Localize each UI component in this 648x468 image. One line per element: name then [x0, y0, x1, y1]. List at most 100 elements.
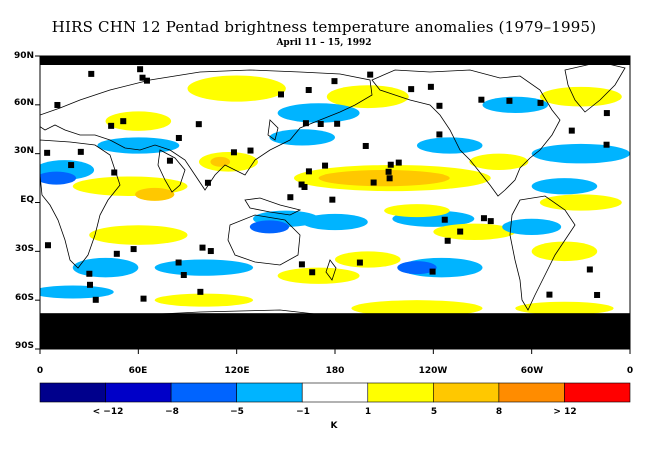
- missing-data-cell: [457, 228, 464, 235]
- missing-data-cell: [387, 161, 394, 168]
- colorbar-swatch: [105, 382, 172, 403]
- coastline-new-zealand: [325, 259, 337, 281]
- coastline-eurasia: [40, 69, 373, 191]
- colorbar-swatch: [564, 382, 631, 403]
- missing-data-cell: [408, 86, 415, 93]
- lat-label-60s: 60S: [14, 293, 34, 303]
- anomaly-field: [40, 75, 630, 317]
- anomaly-region: [40, 171, 77, 185]
- colorbar-swatch: [433, 382, 500, 403]
- colorbar: [39, 382, 631, 403]
- missing-data-cell: [603, 141, 610, 148]
- anomaly-region: [531, 178, 598, 195]
- coastline-south-america: [509, 195, 576, 311]
- missing-data-cell: [478, 96, 485, 103]
- missing-data-cell: [86, 281, 93, 288]
- anomaly-region: [397, 261, 437, 275]
- anomaly-region: [531, 241, 598, 262]
- coastline-india: [157, 149, 186, 193]
- missing-data-cell: [197, 288, 204, 295]
- anomaly-region: [154, 293, 254, 307]
- missing-data-cell: [329, 196, 336, 203]
- missing-data-cell: [386, 175, 393, 182]
- missing-data-cell: [108, 122, 115, 129]
- missing-data-cell: [175, 134, 182, 141]
- missing-data-layer: [40, 56, 630, 349]
- missing-data-cell: [362, 142, 369, 149]
- missing-data-cell: [334, 120, 341, 127]
- missing-data-cell: [436, 102, 443, 109]
- anomaly-region: [105, 111, 172, 131]
- colorbar-label-m1: −1: [296, 407, 310, 417]
- anomaly-region: [210, 156, 231, 167]
- colorbar-swatch: [301, 382, 369, 403]
- anomaly-region: [269, 129, 335, 146]
- map-axis-ticks: [35, 55, 631, 354]
- missing-data-cell: [77, 148, 84, 155]
- missing-data-cell: [429, 268, 436, 275]
- anomaly-region: [539, 86, 622, 107]
- map-plot-area: [40, 56, 630, 349]
- missing-data-cell: [54, 101, 61, 108]
- lat-label-60n: 60N: [13, 98, 34, 108]
- missing-data-cell: [175, 259, 182, 266]
- missing-data-cell: [180, 272, 187, 279]
- missing-data-arctic: [40, 56, 630, 65]
- colorbar-label-m8: −8: [165, 407, 179, 417]
- lon-label-120e: 120E: [224, 366, 250, 376]
- anomaly-region: [515, 301, 614, 315]
- lat-label-eq: EQ: [20, 195, 34, 205]
- lat-label-30s: 30S: [14, 244, 34, 254]
- anomaly-region: [482, 96, 549, 113]
- missing-data-cell: [204, 179, 211, 186]
- missing-data-cell: [44, 149, 51, 156]
- colorbar-label-lt-12: < −12: [92, 407, 124, 417]
- lat-label-90n: 90N: [13, 51, 34, 61]
- missing-data-cell: [370, 179, 377, 186]
- anomaly-region: [72, 257, 139, 278]
- missing-data-cell: [298, 181, 305, 188]
- missing-data-cell: [139, 74, 146, 81]
- colorbar-swatch: [367, 382, 434, 403]
- anomaly-region: [89, 225, 188, 245]
- missing-data-cell: [322, 162, 329, 169]
- lon-label-120w: 120W: [418, 366, 448, 376]
- missing-data-cell: [603, 110, 610, 117]
- coastline-africa: [40, 139, 121, 269]
- anomaly-region: [249, 220, 290, 234]
- missing-data-cell: [480, 215, 487, 222]
- missing-data-cell: [230, 149, 237, 156]
- anomaly-region: [433, 223, 516, 240]
- missing-data-cell: [586, 266, 593, 273]
- missing-data-cell: [385, 168, 392, 175]
- colorbar-swatch: [498, 382, 565, 403]
- colorbar-label-1: 1: [364, 407, 372, 417]
- missing-data-cell: [130, 246, 137, 253]
- missing-data-cell: [199, 244, 206, 251]
- anomaly-region: [502, 218, 562, 236]
- missing-data-cell: [140, 295, 147, 302]
- anomaly-region: [277, 103, 360, 123]
- missing-data-cell: [506, 97, 513, 104]
- anomaly-region: [531, 143, 630, 164]
- coastline-australia: [227, 214, 301, 266]
- missing-data-cell: [207, 248, 214, 255]
- anomaly-region: [302, 213, 368, 231]
- colorbar-swatch: [236, 382, 303, 403]
- map-subtitle: April 11 – 15, 1992: [276, 38, 372, 48]
- anomaly-region: [277, 267, 360, 284]
- missing-data-cell: [546, 291, 553, 298]
- missing-data-cell: [395, 159, 402, 166]
- missing-data-cell: [367, 71, 374, 78]
- coastline-antarctica: [40, 309, 630, 323]
- anomaly-region: [318, 169, 450, 187]
- missing-data-cell: [436, 131, 443, 138]
- missing-data-cell: [277, 91, 284, 98]
- missing-data-cell: [88, 70, 95, 77]
- coastline-north-america: [371, 69, 561, 197]
- anomaly-region: [335, 251, 401, 268]
- missing-data-cell: [427, 83, 434, 90]
- colorbar-label-gt-12: > 12: [553, 407, 577, 417]
- missing-data-cell: [309, 269, 316, 276]
